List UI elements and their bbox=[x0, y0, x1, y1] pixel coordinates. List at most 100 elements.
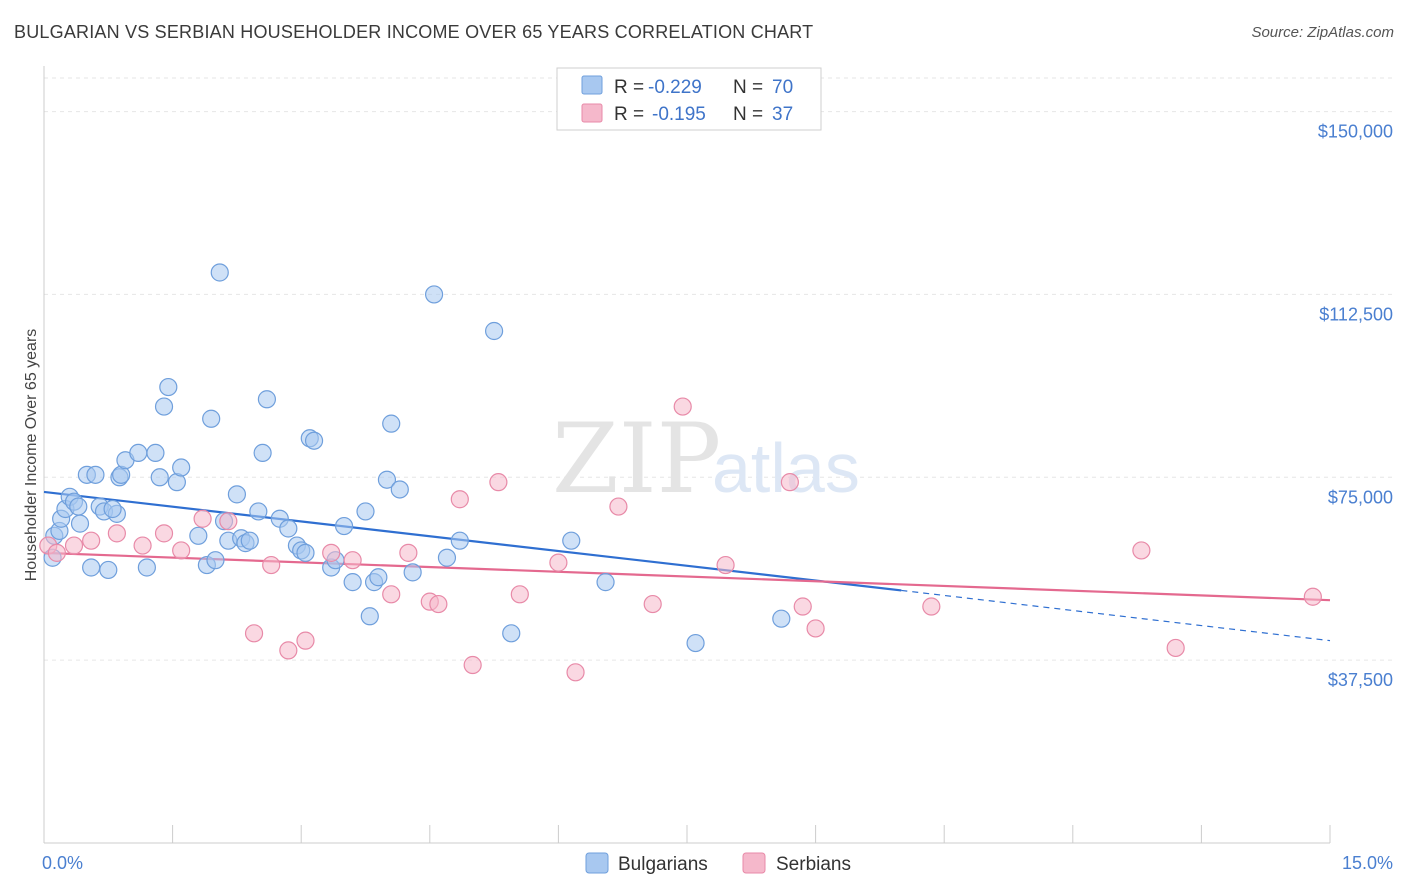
point-bulgarians bbox=[154, 397, 174, 416]
trend-line-serbians bbox=[43, 551, 1331, 602]
point-bulgarians bbox=[86, 465, 105, 484]
legend-label-serbians: Serbians bbox=[776, 854, 851, 875]
point-serbians bbox=[1166, 638, 1185, 658]
point-bulgarians bbox=[159, 377, 178, 397]
point-bulgarians bbox=[686, 633, 705, 653]
y-tick-label: $150,000 bbox=[1318, 122, 1393, 142]
point-serbians bbox=[806, 619, 825, 638]
point-bulgarians bbox=[304, 431, 324, 450]
point-bulgarians bbox=[279, 519, 298, 538]
point-bulgarians bbox=[206, 551, 225, 570]
trend-lines bbox=[43, 490, 1331, 642]
point-bulgarians bbox=[562, 531, 581, 550]
point-bulgarians bbox=[240, 531, 259, 550]
point-serbians bbox=[643, 594, 662, 614]
point-bulgarians bbox=[103, 499, 122, 519]
point-serbians bbox=[133, 536, 152, 555]
stats-n-value-serbians: 37 bbox=[772, 104, 793, 125]
point-bulgarians bbox=[437, 548, 457, 567]
chart-title: BULGARIAN VS SERBIAN HOUSEHOLDER INCOME … bbox=[14, 22, 814, 42]
stats-swatch-bulgarians bbox=[581, 75, 603, 95]
point-bulgarians bbox=[596, 573, 615, 592]
point-serbians bbox=[244, 624, 264, 643]
point-bulgarians bbox=[189, 526, 208, 545]
point-bulgarians bbox=[69, 497, 88, 516]
y-tick-label: $112,500 bbox=[1319, 304, 1393, 324]
point-serbians bbox=[716, 555, 735, 575]
point-serbians bbox=[609, 497, 628, 516]
point-bulgarians bbox=[772, 609, 791, 628]
point-bulgarians bbox=[172, 458, 191, 477]
axes bbox=[43, 66, 1331, 844]
stats-r-label-serbians: R = bbox=[614, 104, 644, 125]
point-bulgarians bbox=[424, 285, 444, 304]
point-bulgarians bbox=[502, 624, 521, 643]
point-serbians bbox=[47, 543, 66, 562]
point-bulgarians bbox=[227, 485, 246, 504]
point-serbians bbox=[922, 597, 941, 616]
point-serbians bbox=[1132, 541, 1151, 560]
point-serbians bbox=[489, 473, 508, 492]
point-serbians bbox=[793, 597, 812, 616]
point-serbians bbox=[780, 473, 799, 492]
point-bulgarians bbox=[377, 470, 397, 489]
legend-label-bulgarians: Bulgarians bbox=[618, 854, 708, 875]
trend-line-bulgarians-extension bbox=[901, 589, 1331, 642]
point-serbians bbox=[322, 543, 341, 562]
grid-lines bbox=[44, 77, 1394, 661]
watermark-atlas: atlas bbox=[712, 429, 860, 507]
point-serbians bbox=[450, 490, 469, 509]
point-bulgarians bbox=[450, 531, 469, 550]
point-serbians bbox=[82, 531, 101, 550]
x-tick-label-max: 15.0% bbox=[1342, 853, 1393, 873]
point-serbians bbox=[193, 509, 212, 528]
point-bulgarians bbox=[150, 468, 169, 487]
point-serbians bbox=[296, 631, 315, 650]
point-serbians bbox=[510, 585, 529, 604]
point-bulgarians bbox=[334, 516, 354, 536]
y-axis-label: Householder Income Over 65 years bbox=[23, 329, 40, 582]
data-points bbox=[39, 263, 1322, 682]
point-bulgarians bbox=[485, 321, 504, 341]
y-tick-labels: $37,500 $75,000 $112,500 $150,000 bbox=[1318, 122, 1393, 691]
point-bulgarians bbox=[390, 480, 409, 499]
point-bulgarians bbox=[82, 558, 101, 577]
point-bulgarians bbox=[210, 263, 229, 282]
stats-r-label-bulgarians: R = bbox=[614, 77, 644, 98]
point-serbians bbox=[279, 641, 298, 660]
x-tick-label-min: 0.0% bbox=[42, 853, 83, 873]
series-legend: Bulgarians Serbians bbox=[585, 852, 851, 875]
y-tick-label: $37,500 bbox=[1328, 670, 1393, 690]
point-serbians bbox=[399, 543, 418, 562]
point-serbians bbox=[566, 663, 585, 682]
stats-legend: R = -0.229 N = 70 R = -0.195 N = 37 bbox=[556, 67, 822, 131]
legend-swatch-bulgarians bbox=[585, 852, 609, 874]
point-bulgarians bbox=[343, 573, 362, 592]
point-serbians bbox=[64, 536, 84, 555]
point-bulgarians bbox=[403, 563, 422, 582]
point-serbians bbox=[219, 512, 238, 531]
point-serbians bbox=[382, 585, 401, 604]
point-serbians bbox=[262, 555, 281, 575]
point-bulgarians bbox=[296, 543, 315, 562]
point-serbians bbox=[107, 524, 126, 543]
watermark: ZIP atlas bbox=[552, 403, 860, 515]
point-bulgarians bbox=[202, 409, 221, 428]
point-bulgarians bbox=[257, 390, 277, 409]
point-bulgarians bbox=[137, 558, 156, 577]
point-serbians bbox=[154, 524, 174, 543]
point-bulgarians bbox=[249, 502, 268, 521]
point-serbians bbox=[1303, 587, 1322, 606]
y-tick-label: $75,000 bbox=[1328, 487, 1393, 507]
source-credit: Source: ZipAtlas.com bbox=[1251, 24, 1394, 41]
point-bulgarians bbox=[356, 502, 375, 521]
stats-r-value-bulgarians: -0.229 bbox=[648, 77, 702, 98]
stats-n-value-bulgarians: 70 bbox=[772, 77, 793, 98]
point-serbians bbox=[673, 397, 692, 416]
point-bulgarians bbox=[382, 414, 401, 433]
legend-swatch-serbians bbox=[742, 852, 766, 874]
point-bulgarians bbox=[129, 443, 148, 463]
stats-n-label-bulgarians: N = bbox=[733, 77, 763, 98]
point-serbians bbox=[463, 655, 482, 675]
